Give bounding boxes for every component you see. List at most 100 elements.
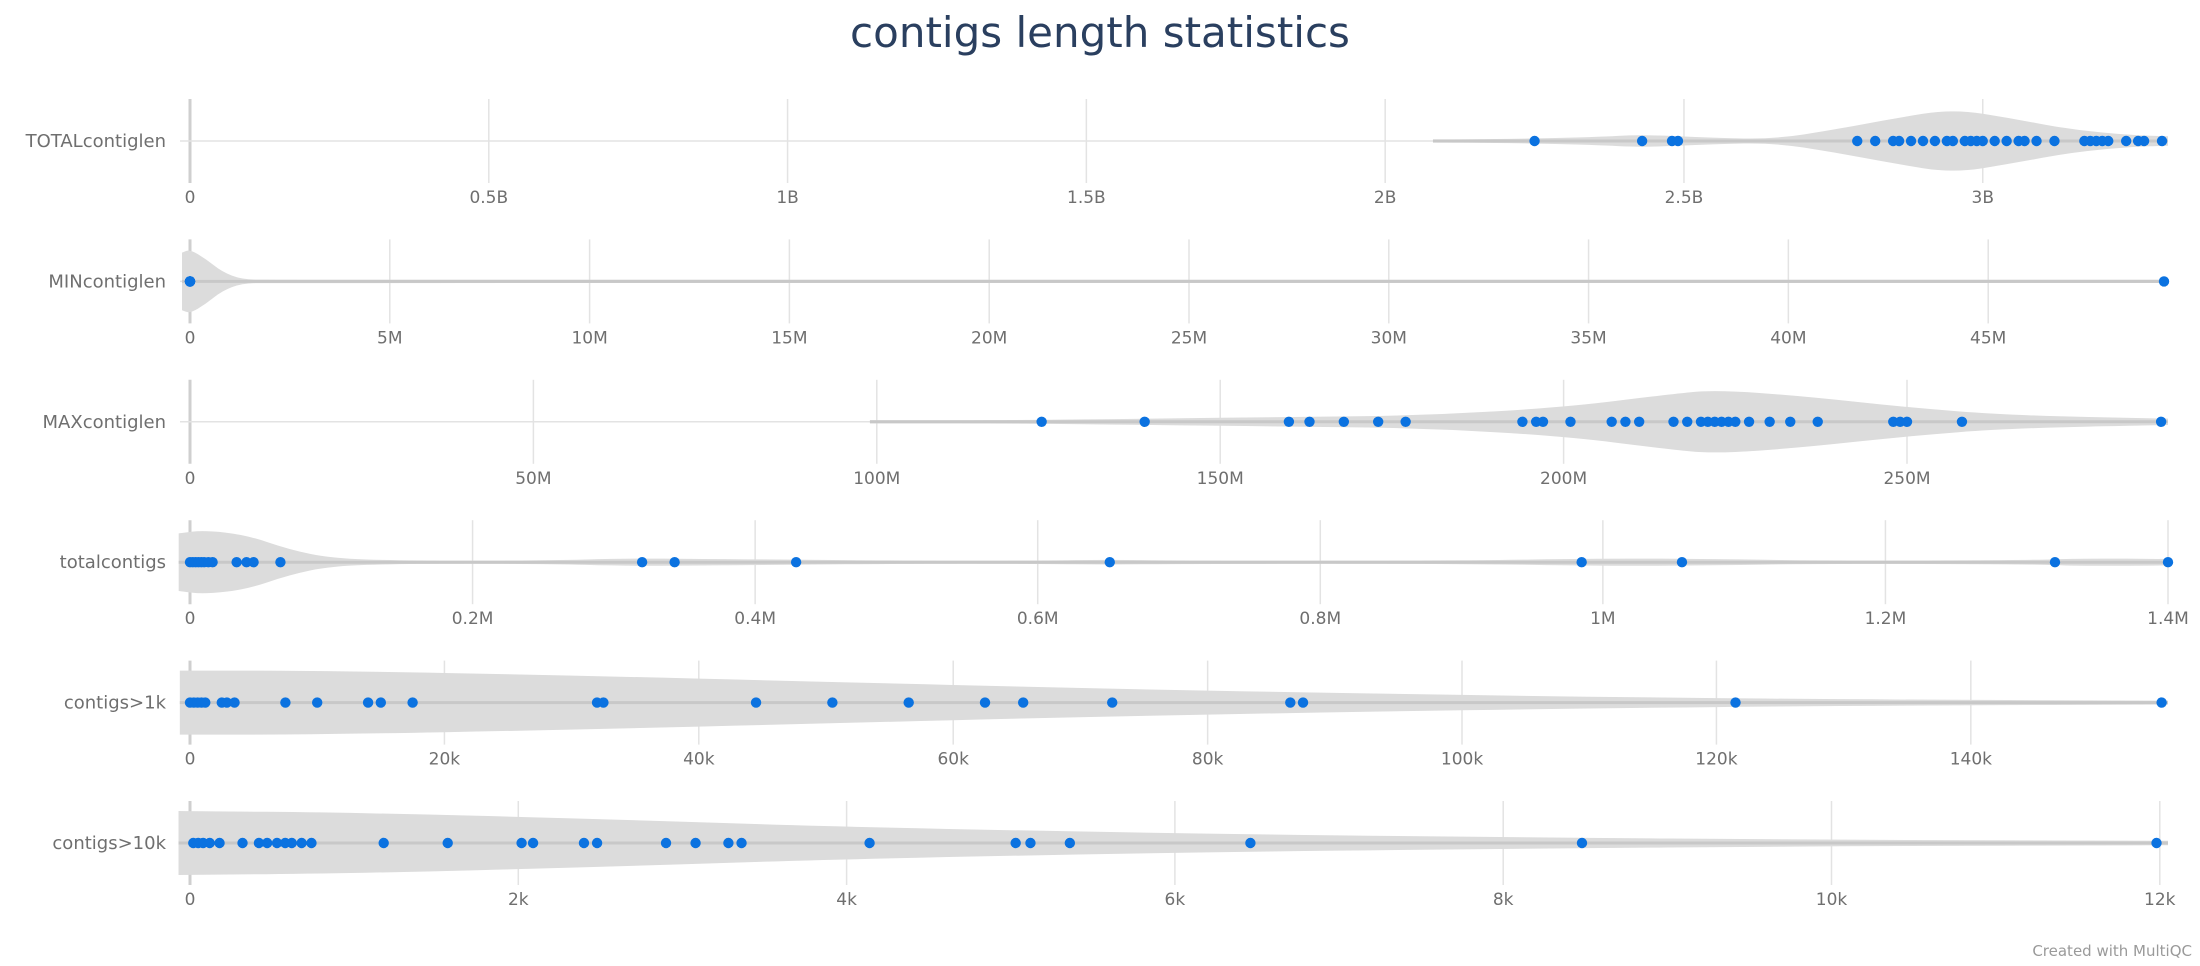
data-point [1297,697,1309,708]
data-point [1989,135,2000,147]
tick-label: 0.4M [734,609,776,629]
tick-label: 2B [1374,188,1396,208]
data-point [1576,557,1587,568]
data-point [1245,837,1256,849]
data-point [1304,416,1315,427]
data-point [1672,135,1684,147]
data-point [660,837,672,849]
tick-label: 1M [1590,609,1615,629]
data-point [1869,135,1881,147]
tick-label: 3B [1972,188,1994,208]
data-point [1682,416,1693,427]
data-point [1017,697,1029,708]
data-point [903,697,914,708]
data-point [1620,416,1631,427]
tick-label: 0 [185,750,196,770]
tick-label: 25M [1171,328,1207,348]
data-point [204,837,215,849]
tick-label: 1.4M [2147,609,2189,629]
data-point [2001,135,2012,147]
data-point [1893,135,1905,147]
data-point [1905,135,1917,147]
tick-label: 30M [1371,328,1407,348]
data-point [2156,135,2168,147]
data-point [1537,416,1549,427]
data-point [723,837,734,849]
data-point [1010,837,1021,849]
tick-label: 20k [429,750,461,770]
data-point [1606,416,1617,427]
data-point [827,697,838,708]
data-point [750,697,762,708]
tick-label: 10k [1816,890,1848,910]
data-point [362,697,374,708]
data-point [1372,416,1384,427]
data-point [248,557,259,568]
row-label: contigs>1k [64,693,167,714]
data-point [261,837,273,849]
data-point [2138,135,2150,147]
data-point [636,557,648,568]
data-point [231,557,242,568]
data-point [1576,837,1588,849]
tick-label: 0 [185,188,196,208]
tick-label: 2k [508,890,529,910]
tick-label: 150M [1197,469,1244,489]
data-point [1676,557,1688,568]
data-point [200,697,211,708]
data-point [1785,416,1796,427]
tick-label: 8k [1493,890,1514,910]
tick-label: 50M [515,469,551,489]
data-point [2049,557,2061,568]
data-point [1730,416,1741,427]
data-point [1064,837,1076,849]
data-point [271,837,283,849]
tick-label: 2.5B [1665,188,1704,208]
data-point [864,837,875,849]
chart-title: contigs length statistics [850,8,1350,57]
data-point [184,276,196,287]
tick-label: 12k [2144,890,2176,910]
data-point [1917,135,1929,147]
tick-label: 40M [1770,328,1806,348]
tick-label: 40k [683,750,715,770]
tick-label: 4k [836,890,857,910]
data-point [2156,697,2167,708]
data-point [1977,135,1988,147]
data-point [2103,135,2114,147]
data-point [578,837,590,849]
data-point [237,837,248,849]
row-label: MAXcontiglen [43,412,166,433]
data-point [1285,697,1296,708]
data-point [690,837,701,849]
data-point [407,697,418,708]
tick-label: 80k [1192,750,1224,770]
data-point [1730,697,1741,708]
tick-label: 250M [1883,469,1930,489]
row-label: MINcontiglen [48,271,166,292]
tick-label: 20M [971,328,1007,348]
data-point [221,697,233,708]
tick-label: 5M [377,328,402,348]
tick-label: 6k [1165,890,1186,910]
tick-label: 200M [1540,469,1587,489]
tick-label: 0.2M [452,609,494,629]
data-point [1139,416,1150,427]
data-point [1901,416,1913,427]
data-point [296,837,307,849]
data-point [1338,416,1350,427]
data-point [1400,416,1411,427]
data-point [979,697,991,708]
data-point [527,837,539,849]
data-point [1565,416,1576,427]
data-point [378,837,389,849]
data-point [1764,416,1775,427]
data-point [1036,416,1047,427]
data-point [790,557,802,568]
data-point [1636,135,1648,147]
data-point [1025,837,1036,849]
tick-label: 1.5B [1067,188,1106,208]
data-point [253,837,265,849]
data-point [1812,416,1823,427]
